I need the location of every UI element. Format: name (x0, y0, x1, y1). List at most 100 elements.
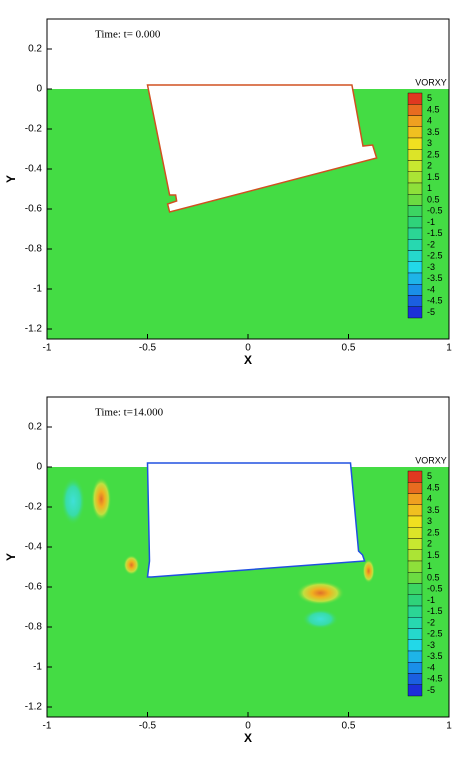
colorbar-swatch (407, 194, 423, 206)
colorbar-swatch (407, 628, 423, 640)
colorbar-tick-label: 0.5 (427, 572, 440, 582)
colorbar-tick-label: -5 (427, 685, 435, 695)
colorbar-tick-label: 4.5 (427, 104, 440, 114)
colorbar-swatch (407, 650, 423, 663)
colorbar-swatch (407, 284, 423, 296)
colorbar-swatch (407, 560, 423, 573)
colorbar-swatch (407, 295, 423, 307)
colorbar-swatch (407, 673, 423, 685)
colorbar-swatch (407, 205, 423, 217)
colorbar-swatch (407, 227, 423, 240)
panel: -1 -0.5 0 0.5 1-1.2-1-0.8-0.6-0.4-0.200.2XYT… (4, 396, 452, 745)
colorbar-swatch (407, 171, 423, 184)
colorbar-tick-label: -1.5 (427, 606, 443, 616)
vortex (123, 555, 140, 575)
colorbar-tick-label: -1 (427, 217, 435, 227)
colorbar-swatch (407, 104, 423, 116)
colorbar-tick-label: 4 (427, 116, 432, 126)
colorbar-tick-label: -0.5 (427, 206, 443, 216)
colorbar-tick-label: -2.5 (427, 251, 443, 261)
x-axis-label: X (244, 731, 252, 745)
colorbar-swatch (407, 639, 423, 652)
colorbar-tick-label: -2.5 (427, 629, 443, 639)
colorbar-tick-label: 5 (427, 93, 432, 103)
panel: -1 -0.5 0 0.5 1-1.2-1-0.8-0.6-0.4-0.200.2XYT… (4, 18, 452, 367)
colorbar-tick-label: -4 (427, 662, 435, 672)
x-axis-label: X (244, 353, 252, 367)
colorbar-swatch (407, 261, 423, 274)
body (146, 84, 378, 213)
colorbar-tick-label: 1 (427, 561, 432, 571)
vortex (61, 477, 86, 525)
colorbar-tick-label: -3 (427, 640, 435, 650)
colorbar-tick-label: 1 (427, 183, 432, 193)
colorbar-swatch (407, 572, 423, 584)
x-tick-label: -0.5 (139, 343, 157, 354)
colorbar-tick-label: 4 (427, 494, 432, 504)
colorbar-tick-label: 1.5 (427, 550, 440, 560)
colorbar-tick-label: -3 (427, 262, 435, 272)
colorbar-swatch (407, 126, 423, 139)
colorbar-tick-label: -0.5 (427, 584, 443, 594)
colorbar-tick-label: 0.5 (427, 194, 440, 204)
y-axis-label: Y (4, 553, 18, 561)
colorbar-swatch (407, 515, 423, 528)
colorbar-swatch (407, 504, 423, 517)
y-tick-label: -1 (33, 284, 42, 295)
y-tick-label: -1.2 (25, 702, 43, 713)
colorbar-swatch (407, 160, 423, 172)
colorbar-tick-label: 2 (427, 161, 432, 171)
colorbar-swatch (407, 583, 423, 595)
colorbar-tick-label: -4 (427, 284, 435, 294)
colorbar-swatch (407, 306, 423, 319)
colorbar-tick-label: -2 (427, 239, 435, 249)
y-tick-label: -0.4 (25, 164, 43, 175)
body (146, 462, 366, 578)
colorbar-swatch (407, 493, 423, 505)
colorbar-tick-label: -1.5 (427, 228, 443, 238)
colorbar-swatch (407, 182, 423, 195)
x-tick-label: 0.5 (342, 343, 356, 354)
colorbar-swatch (407, 594, 423, 607)
y-axis-label: Y (4, 175, 18, 183)
colorbar-swatch (407, 216, 423, 229)
y-tick-label: -0.6 (25, 204, 43, 215)
colorbar-tick-label: -1 (427, 595, 435, 605)
colorbar-swatch (407, 617, 423, 629)
colorbar-tick-label: -3.5 (427, 651, 443, 661)
colorbar-tick-label: 3.5 (427, 127, 440, 137)
annotation: Time: t=14.000 (95, 407, 164, 419)
colorbar-swatch (407, 239, 423, 251)
colorbar-label: VORXY (415, 455, 447, 465)
colorbar-swatch (407, 527, 423, 539)
colorbar-swatch (407, 272, 423, 285)
colorbar-label: VORXY (415, 77, 447, 87)
colorbar-tick-label: 2.5 (427, 149, 440, 159)
colorbar-tick-label: 1.5 (427, 172, 440, 182)
x-tick-label: 1 (446, 721, 452, 732)
vortex (296, 581, 345, 605)
y-tick-label: -0.6 (25, 582, 43, 593)
y-tick-label: -1.2 (25, 324, 43, 335)
x-tick-label: -0.5 (139, 721, 157, 732)
colorbar-tick-label: 2.5 (427, 527, 440, 537)
colorbar-swatch (407, 92, 423, 105)
vortex (91, 477, 112, 521)
y-tick-label: -0.2 (25, 502, 43, 513)
y-tick-label: -1 (33, 662, 42, 673)
y-tick-label: 0 (36, 462, 42, 473)
colorbar-tick-label: -5 (427, 307, 435, 317)
colorbar-tick-label: 3 (427, 516, 432, 526)
colorbar-tick-label: -4.5 (427, 296, 443, 306)
y-tick-label: -0.8 (25, 244, 43, 255)
colorbar-tick-label: 3.5 (427, 505, 440, 515)
colorbar-tick-label: 4.5 (427, 482, 440, 492)
y-tick-label: -0.8 (25, 622, 43, 633)
x-tick-label: 0 (245, 343, 251, 354)
colorbar-swatch (407, 605, 423, 618)
colorbar-tick-label: -3.5 (427, 273, 443, 283)
y-tick-label: 0.2 (28, 44, 42, 55)
colorbar-tick-label: 2 (427, 539, 432, 549)
y-tick-label: -0.2 (25, 124, 43, 135)
annotation: Time: t= 0.000 (95, 29, 161, 41)
